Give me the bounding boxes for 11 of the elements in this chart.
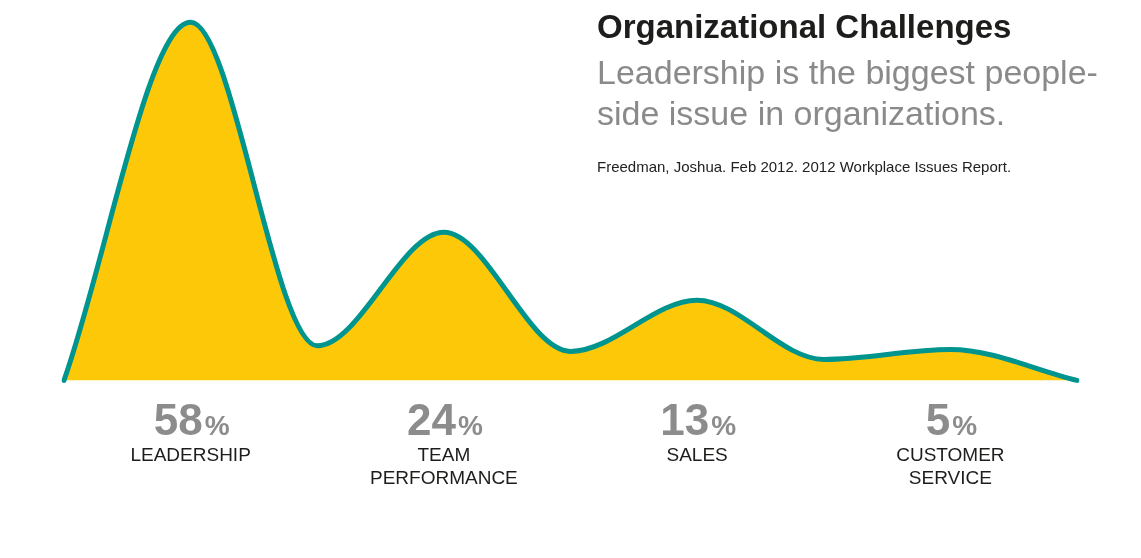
data-label: 13% — [660, 395, 737, 445]
chart-title: Organizational Challenges — [597, 8, 1013, 46]
annotation: Freedman, Joshua. Feb 2012. 2012 Workplace Issues Report. — [597, 157, 1013, 175]
text: Leadership is the biggest people-side issue in organizations. — [597, 52, 1099, 134]
x-tick-label: SALES — [666, 444, 728, 466]
data-label: 58% — [153, 395, 230, 445]
x-tick-label: CUSTOMER SERVICE — [896, 444, 1005, 488]
x-tick-label: LEADERSHIP — [130, 444, 251, 466]
data-label: 5% — [925, 395, 978, 445]
data-label: 24% — [406, 395, 483, 445]
x-tick-label: TEAM PERFORMANCE — [369, 444, 518, 488]
